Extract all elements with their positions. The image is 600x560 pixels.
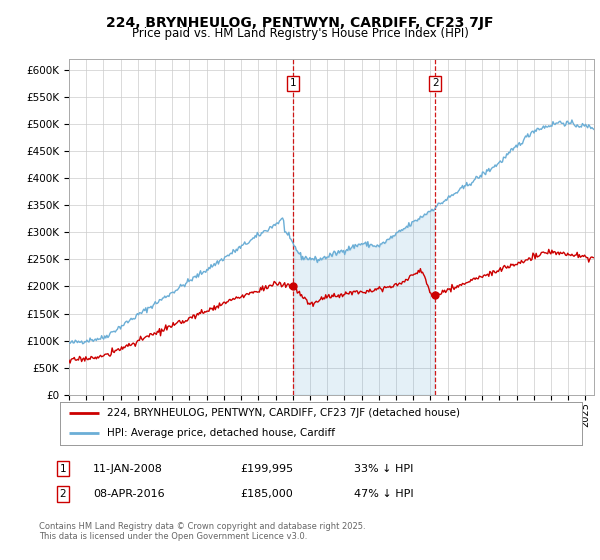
- Text: 2: 2: [59, 489, 67, 499]
- Text: 224, BRYNHEULOG, PENTWYN, CARDIFF, CF23 7JF (detached house): 224, BRYNHEULOG, PENTWYN, CARDIFF, CF23 …: [107, 408, 460, 418]
- Text: £199,995: £199,995: [240, 464, 293, 474]
- Text: HPI: Average price, detached house, Cardiff: HPI: Average price, detached house, Card…: [107, 428, 335, 438]
- Text: 11-JAN-2008: 11-JAN-2008: [93, 464, 163, 474]
- Text: £185,000: £185,000: [240, 489, 293, 499]
- Text: 1: 1: [290, 78, 296, 88]
- Text: 1: 1: [59, 464, 67, 474]
- Text: 33% ↓ HPI: 33% ↓ HPI: [354, 464, 413, 474]
- Text: Price paid vs. HM Land Registry's House Price Index (HPI): Price paid vs. HM Land Registry's House …: [131, 27, 469, 40]
- Text: 224, BRYNHEULOG, PENTWYN, CARDIFF, CF23 7JF: 224, BRYNHEULOG, PENTWYN, CARDIFF, CF23 …: [106, 16, 494, 30]
- Text: Contains HM Land Registry data © Crown copyright and database right 2025.
This d: Contains HM Land Registry data © Crown c…: [39, 522, 365, 542]
- Text: 2: 2: [432, 78, 439, 88]
- Text: 47% ↓ HPI: 47% ↓ HPI: [354, 489, 413, 499]
- Text: 08-APR-2016: 08-APR-2016: [93, 489, 164, 499]
